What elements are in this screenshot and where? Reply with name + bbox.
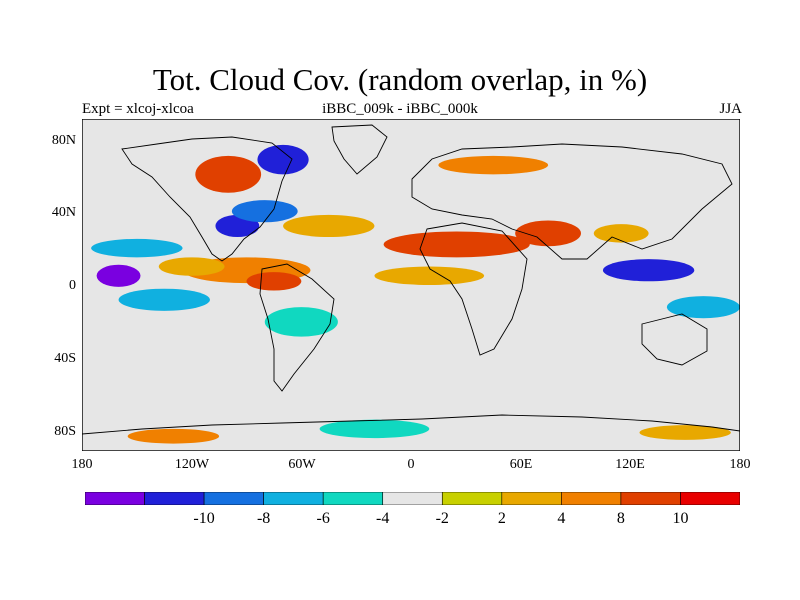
colorbar-swatch xyxy=(322,492,384,505)
anomaly-patch xyxy=(283,214,375,238)
anomaly-patch xyxy=(91,238,183,258)
anomaly-patch xyxy=(319,419,430,439)
difference-label: iBBC_009k - iBBC_000k xyxy=(322,101,478,117)
anomaly-patch xyxy=(118,288,210,311)
lat-label-40n: 40N xyxy=(51,205,76,220)
colorbar-label: -10 xyxy=(193,510,215,527)
experiment-label: Expt = xlcoj-xlcoa xyxy=(82,101,194,117)
colorbar-label: -4 xyxy=(376,510,390,527)
colorbar xyxy=(85,492,740,505)
anomaly-patch xyxy=(438,155,549,175)
colorbar-swatch xyxy=(680,492,740,505)
anomaly-patch xyxy=(383,231,530,258)
anomaly-patch xyxy=(602,259,695,282)
anomaly-patch xyxy=(639,425,731,440)
anomaly-patch xyxy=(127,428,220,444)
lon-label-180w: 180 xyxy=(71,457,93,472)
colorbar-label: 4 xyxy=(557,510,566,527)
lon-label-60e: 60E xyxy=(509,457,533,472)
lat-label-80n: 80N xyxy=(51,133,76,148)
colorbar-label: -6 xyxy=(316,510,330,527)
colorbar-swatch xyxy=(561,492,622,505)
anomaly-patch xyxy=(257,144,309,175)
lat-label-0: 0 xyxy=(69,278,76,293)
colorbar-label: 2 xyxy=(497,510,506,527)
figure-title: Tot. Cloud Cov. (random overlap, in %) xyxy=(152,62,648,97)
lon-label-0: 0 xyxy=(407,457,415,472)
colorbar-swatch xyxy=(203,492,264,505)
lon-label-120e: 120E xyxy=(615,457,645,472)
colorbar-swatch xyxy=(441,492,503,505)
colorbar-swatch xyxy=(263,492,324,505)
colorbar-swatch xyxy=(620,492,681,505)
map-background xyxy=(82,119,740,451)
colorbar-label: 8 xyxy=(616,510,625,527)
anomaly-patch xyxy=(666,296,740,319)
anomaly-patch xyxy=(96,264,141,287)
anomaly-patch xyxy=(246,272,302,291)
lat-label-80s: 80S xyxy=(54,424,76,439)
lon-label-180e: 180 xyxy=(729,457,751,472)
colorbar-label: 10 xyxy=(672,510,689,527)
anomaly-patch xyxy=(264,307,338,337)
anomaly-patch xyxy=(515,220,581,247)
anomaly-patch xyxy=(231,200,298,223)
colorbar-label: -2 xyxy=(435,510,449,527)
lat-label-40s: 40S xyxy=(54,351,76,366)
season-label: JJA xyxy=(719,101,742,117)
anomaly-patch xyxy=(593,224,649,243)
lon-label-120w: 120W xyxy=(174,457,210,472)
colorbar-swatch xyxy=(501,492,562,505)
colorbar-label: -8 xyxy=(256,510,271,527)
colorbar-swatch xyxy=(382,492,443,505)
lon-label-60w: 60W xyxy=(288,457,316,472)
anomaly-map xyxy=(82,119,740,451)
anomaly-patch xyxy=(195,155,262,193)
coastlines xyxy=(82,124,740,435)
anomaly-patch xyxy=(158,257,225,276)
colorbar-swatch xyxy=(85,492,145,505)
anomaly-patch xyxy=(374,266,485,285)
colorbar-swatch xyxy=(144,492,205,505)
